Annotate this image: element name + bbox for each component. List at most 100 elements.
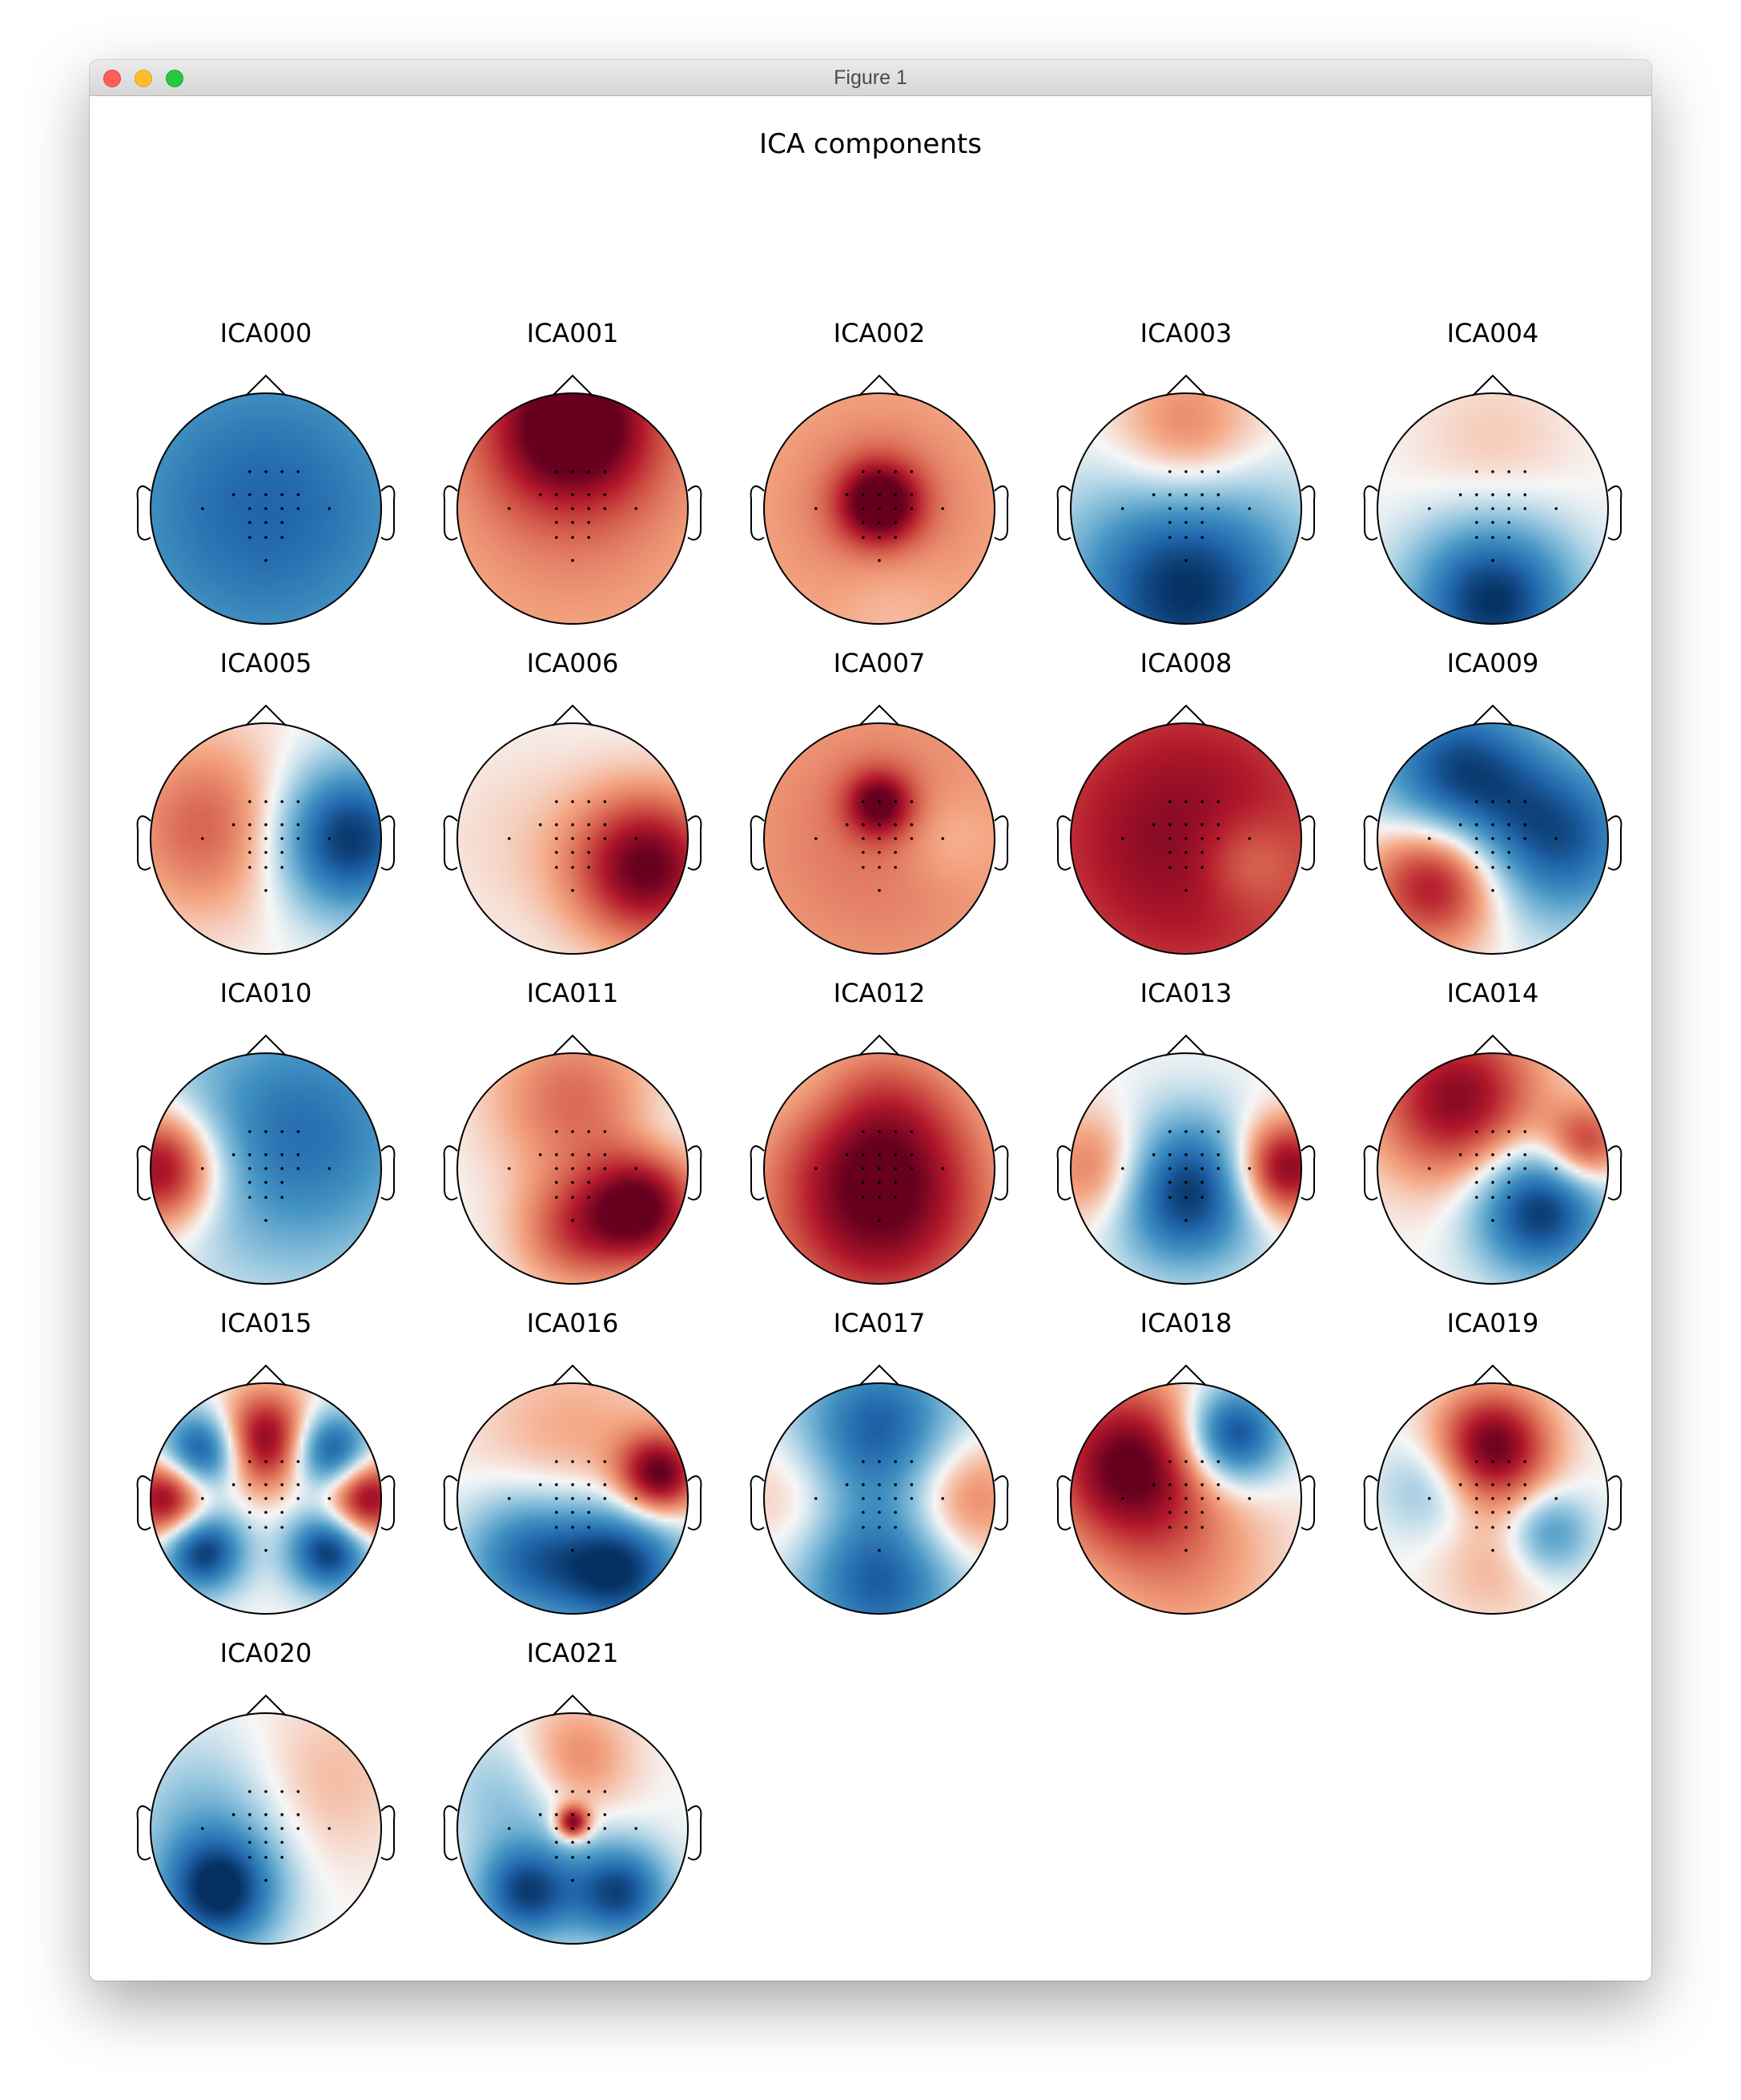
sensor-dot: [862, 823, 865, 827]
sensor-dot: [1491, 889, 1494, 892]
sensor-dot: [555, 1460, 558, 1463]
maximize-button[interactable]: [166, 70, 183, 87]
sensor-dot: [603, 1482, 607, 1486]
sensor-dot: [1491, 800, 1494, 803]
sensor-dot: [296, 507, 300, 510]
sensor-dot: [1168, 1482, 1172, 1486]
sensor-dot: [248, 1827, 251, 1830]
sensor-dot: [280, 1841, 283, 1845]
sensor-dot: [264, 1841, 267, 1845]
left-ear-outline: [136, 485, 151, 541]
window-titlebar[interactable]: Figure 1: [90, 60, 1651, 96]
sensor-dot: [1184, 1153, 1188, 1157]
sensor-dot: [280, 536, 283, 539]
sensor-dot: [248, 507, 251, 510]
sensor-dot: [280, 1511, 283, 1515]
sensor-dot: [1152, 1482, 1156, 1486]
sensor-dot: [296, 1497, 300, 1500]
sensor-dot: [587, 1841, 590, 1845]
topomap-title: ICA013: [1140, 978, 1232, 1008]
sensor-dot: [264, 1511, 267, 1515]
sensor-dot: [845, 1482, 849, 1486]
sensor-dot: [264, 1181, 267, 1185]
minimize-button[interactable]: [135, 70, 152, 87]
sensor-dot: [878, 1181, 881, 1185]
sensor-dot: [508, 837, 511, 840]
sensor-dot: [1523, 1482, 1527, 1486]
sensor-dot: [1523, 507, 1527, 510]
head-outline: [150, 722, 382, 955]
sensor-dot: [1475, 800, 1478, 803]
sensor-dot: [603, 507, 607, 510]
sensor-dot: [571, 1790, 574, 1793]
sensor-dot: [603, 1497, 607, 1500]
close-button[interactable]: [103, 70, 121, 87]
sensor-dot: [201, 1497, 204, 1500]
sensor-dot: [264, 837, 267, 840]
sensor-dot: [1475, 493, 1478, 497]
sensor-dot: [571, 1153, 574, 1157]
sensor-dot: [634, 1167, 637, 1170]
nose-outline: [552, 1364, 593, 1386]
sensor-dot: [248, 1181, 251, 1185]
sensor-dot: [814, 507, 818, 510]
topomap-ica014: ICA014: [1357, 978, 1629, 1290]
sensor-dot: [1184, 1167, 1188, 1170]
sensor-dot: [571, 559, 574, 562]
sensor-dot: [587, 1790, 590, 1793]
head-outline: [456, 1052, 689, 1285]
sensor-dot: [1491, 1167, 1494, 1170]
sensor-dot: [1184, 1219, 1188, 1222]
topomap-ica003: ICA003: [1050, 318, 1322, 630]
sensor-dot: [555, 521, 558, 525]
sensor-dot: [1200, 1196, 1204, 1199]
sensor-dot: [328, 1827, 331, 1830]
topomap-title: ICA004: [1446, 318, 1539, 348]
sensor-dot: [538, 823, 542, 827]
sensor-dot: [1248, 1167, 1251, 1170]
sensor-dot: [555, 1181, 558, 1185]
sensor-dot: [296, 1167, 300, 1170]
sensor-dot: [248, 1841, 251, 1845]
sensor-dot: [264, 536, 267, 539]
head-plot: [443, 1034, 702, 1285]
sensor-dot: [1458, 493, 1462, 497]
topomap-title: ICA003: [1140, 318, 1232, 348]
head-outline: [150, 1712, 382, 1945]
sensor-dot: [248, 470, 251, 473]
sensor-dot: [878, 536, 881, 539]
right-ear-outline: [687, 815, 702, 871]
sensor-dot: [1475, 1167, 1478, 1170]
sensor-dot: [264, 1460, 267, 1463]
sensor-dot: [1168, 1153, 1172, 1157]
sensor-dot: [1152, 1153, 1156, 1157]
sensor-dot: [1168, 1497, 1172, 1500]
sensor-dot: [894, 1196, 897, 1199]
sensor-dot: [328, 837, 331, 840]
sensor-dot: [587, 470, 590, 473]
sensor-dot: [845, 493, 849, 497]
sensor-dot: [1523, 800, 1527, 803]
sensor-dot: [231, 1812, 235, 1816]
sensor-dot: [264, 1482, 267, 1486]
right-ear-outline: [687, 1475, 702, 1531]
sensor-dot: [587, 1482, 590, 1486]
topomap-title: ICA016: [526, 1308, 619, 1338]
sensor-dot: [1168, 1460, 1172, 1463]
sensor-dot: [862, 1167, 865, 1170]
sensor-dot: [1475, 1511, 1478, 1515]
sensor-dot: [878, 800, 881, 803]
topomap-ica007: ICA007: [743, 648, 1015, 960]
sensor-dot: [587, 1153, 590, 1157]
sensor-dot: [296, 1130, 300, 1133]
sensor-dot: [1168, 536, 1172, 539]
sensor-dot: [555, 800, 558, 803]
sensor-dot: [1491, 1497, 1494, 1500]
figure-title: ICA components: [759, 128, 982, 160]
sensor-dot: [1475, 507, 1478, 510]
sensor-dot: [878, 1167, 881, 1170]
sensor-dot: [264, 1827, 267, 1830]
sensor-dot: [634, 1497, 637, 1500]
sensor-dot: [1200, 823, 1204, 827]
head-plot: [1363, 704, 1622, 955]
